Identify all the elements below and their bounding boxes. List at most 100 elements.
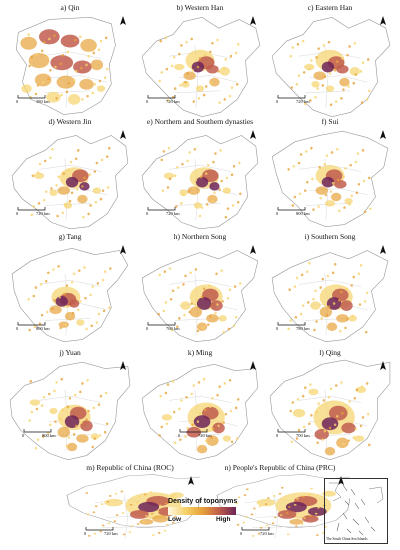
density-hotspot xyxy=(344,198,353,205)
toponym-dot xyxy=(238,161,241,165)
toponym-dot xyxy=(149,491,153,494)
density-hotspot xyxy=(189,306,203,318)
scale-zero-label: 0 xyxy=(276,99,279,104)
toponym-dot xyxy=(210,436,213,439)
density-hotspot xyxy=(79,182,90,191)
toponym-dot xyxy=(185,395,188,399)
toponym-dot xyxy=(195,299,199,302)
toponym-dot xyxy=(34,446,38,450)
density-map xyxy=(66,474,200,539)
scale-distance-label: 700 km xyxy=(296,433,310,438)
toponym-dot xyxy=(369,207,372,210)
toponym-dot xyxy=(359,424,363,428)
toponym-dot xyxy=(354,73,358,76)
density-hotspot xyxy=(65,176,79,188)
toponym-dot xyxy=(172,55,176,59)
panel-title: n) People's Republic of China (PRC) xyxy=(224,463,336,472)
toponym-dot xyxy=(287,168,290,171)
toponym-dot xyxy=(355,388,359,392)
toponym-dot xyxy=(318,166,321,169)
scale-zero-label: 0 xyxy=(146,99,149,104)
toponym-dot xyxy=(171,289,175,293)
toponym-dot xyxy=(93,437,97,440)
toponym-dot xyxy=(303,189,307,192)
scale-distance-label: 800 km xyxy=(36,326,50,331)
toponym-dot xyxy=(352,436,356,439)
map-panel: m) Republic of China (ROC) 0 720 km xyxy=(60,463,200,549)
density-map xyxy=(216,474,350,539)
toponym-dot xyxy=(172,494,176,497)
toponym-dot xyxy=(279,514,283,517)
toponym-dot xyxy=(348,45,351,48)
toponym-dot xyxy=(58,295,61,299)
toponym-dot xyxy=(211,41,214,45)
toponym-dot xyxy=(314,512,318,515)
toponym-dot xyxy=(365,98,369,101)
toponym-dot xyxy=(164,301,168,304)
toponym-dot xyxy=(176,325,179,329)
density-hotspot xyxy=(222,187,231,194)
toponym-dot xyxy=(303,386,307,389)
toponym-dot xyxy=(293,285,297,288)
map-panel: a) Qin 0 380 km xyxy=(8,3,132,123)
toponym-dot xyxy=(130,525,134,528)
density-hotspot xyxy=(326,322,338,332)
toponym-dot xyxy=(96,282,100,285)
toponym-dot xyxy=(186,72,189,75)
toponym-dot xyxy=(368,176,371,180)
toponym-dot xyxy=(203,408,207,412)
toponym-dot xyxy=(68,397,72,400)
toponym-dot xyxy=(150,512,154,515)
toponym-dot xyxy=(198,57,202,60)
toponym-dot xyxy=(156,510,160,513)
toponym-dot xyxy=(302,425,306,429)
toponym-dot xyxy=(329,103,333,107)
toponym-dot xyxy=(346,318,349,321)
toponym-dot xyxy=(271,522,275,525)
toponym-dot xyxy=(344,167,347,170)
toponym-dot xyxy=(65,90,69,94)
panel-title: j) Yuan xyxy=(59,348,81,357)
panel-title: i) Southern Song xyxy=(304,232,356,241)
toponym-dot xyxy=(84,296,87,300)
toponym-dot xyxy=(297,161,301,165)
toponym-dot xyxy=(181,162,184,166)
toponym-dot xyxy=(220,179,223,183)
density-hotspot xyxy=(311,81,320,88)
toponym-dot xyxy=(93,532,97,535)
toponym-dot xyxy=(49,68,52,72)
toponym-dot xyxy=(346,53,349,57)
density-hotspot xyxy=(33,172,45,179)
toponym-dot xyxy=(183,313,186,317)
toponym-dot xyxy=(46,310,49,314)
toponym-dot xyxy=(33,325,37,329)
density-hotspot xyxy=(55,296,68,307)
toponym-dot xyxy=(68,199,72,203)
toponym-dot xyxy=(360,101,364,104)
toponym-dot xyxy=(91,91,94,95)
density-hotspot xyxy=(341,422,356,434)
toponym-dot xyxy=(212,427,215,431)
toponym-dot xyxy=(180,202,183,205)
toponym-dot xyxy=(346,408,349,412)
scale-distance-label: 780 km xyxy=(296,326,310,331)
toponym-dot xyxy=(176,166,179,169)
scale-distance-label: 800 km xyxy=(296,211,310,216)
density-hotspot xyxy=(92,187,101,194)
inset-map xyxy=(329,482,384,536)
north-arrow-icon xyxy=(380,16,386,25)
scale-zero-label: 0 xyxy=(240,531,243,536)
toponym-dot xyxy=(41,80,45,84)
toponym-dot xyxy=(199,175,203,179)
toponym-dot xyxy=(236,200,240,204)
panel-title: l) Qing xyxy=(319,348,341,357)
density-map xyxy=(9,361,131,461)
toponym-dot xyxy=(228,94,232,98)
toponym-dot xyxy=(170,328,174,332)
toponym-dot xyxy=(101,524,105,527)
toponym-dot xyxy=(108,306,111,309)
scale-bar: 0 380 km xyxy=(16,95,56,106)
toponym-dot xyxy=(245,488,249,491)
density-hotspot xyxy=(57,426,70,438)
toponym-dot xyxy=(200,295,204,299)
